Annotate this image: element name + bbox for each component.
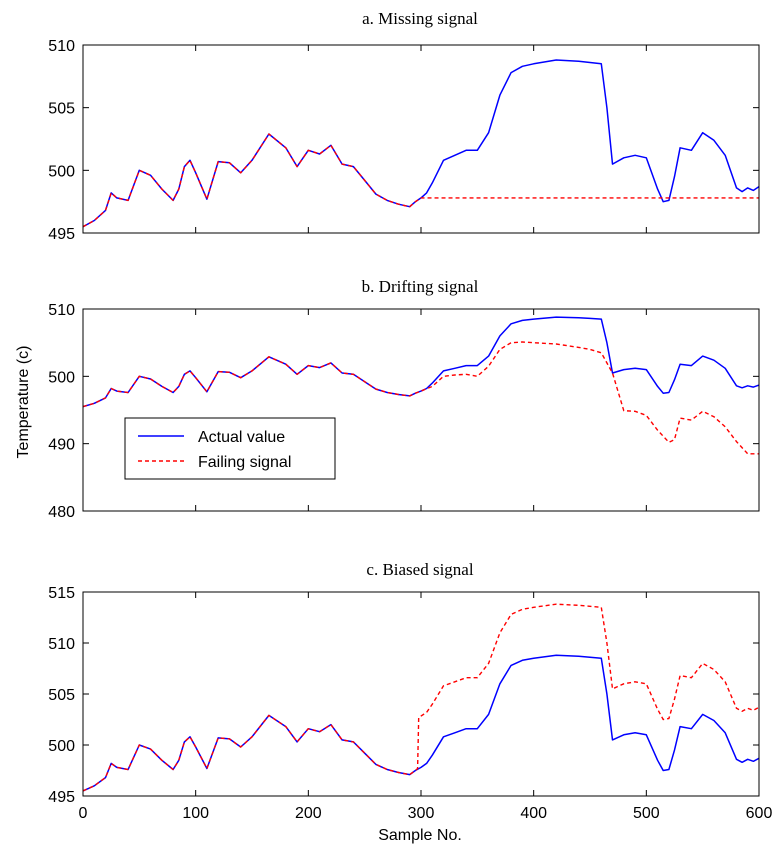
panel-a: 495 500 505 510 [48,38,760,243]
panel-b-ytick-label: 500 [48,369,75,386]
panel-a-ytick-label: 495 [48,226,75,243]
panel-a-ytick-label: 500 [48,163,75,180]
panel-c-failing-line [83,603,759,792]
panel-c-xtick-label: 100 [182,805,209,822]
x-axis-label: Sample No. [378,827,462,844]
panel-b-ytick-label: 510 [48,302,75,319]
panel-b-ytick-label: 480 [48,504,75,521]
legend-actual-label: Actual value [198,429,285,446]
panel-a-failing-line [83,133,759,228]
panel-b-axes-frame [82,308,760,512]
y-axis-label: Temperature (c) [15,346,32,459]
panel-c-axes-frame [82,591,760,797]
panel-c-xtick-label: 600 [746,805,773,822]
legend-box [124,417,336,480]
panel-c-xtick-label: 200 [295,805,322,822]
legend-failing-label: Failing signal [198,454,291,471]
panel-a-actual-line [83,59,759,228]
panel-c-ytick-label: 495 [48,789,75,806]
panel-a-ytick-label: 505 [48,101,75,118]
panel-c-ytick-label: 510 [48,636,75,653]
panel-b-ytick-label: 490 [48,437,75,454]
panel-c-ytick-label: 500 [48,738,75,755]
panel-c-actual-line [83,654,759,792]
panel-c-ytick-label: 515 [48,585,75,602]
panel-b: 480 490 500 510 [48,302,760,521]
panel-a-ytick-label: 510 [48,38,75,55]
panel-c-ytick-label: 505 [48,687,75,704]
panel-a-title: a. Missing signal [362,9,478,28]
panel-c-title: c. Biased signal [366,560,473,579]
panel-c-xtick-label: 300 [408,805,435,822]
panel-a-axes-frame [82,44,760,234]
panel-c-xtick-label: 500 [633,805,660,822]
panel-b-failing-line [83,341,759,455]
panel-c-xtick-label: 0 [79,805,88,822]
panel-b-title: b. Drifting signal [362,277,479,296]
panel-b-actual-line [83,316,759,408]
panel-c: 495 500 505 510 515 0 100 200 300 400 500 600 [48,585,772,822]
panel-c-xtick-label: 400 [520,805,547,822]
legend: Actual value Failing signal [124,417,336,480]
